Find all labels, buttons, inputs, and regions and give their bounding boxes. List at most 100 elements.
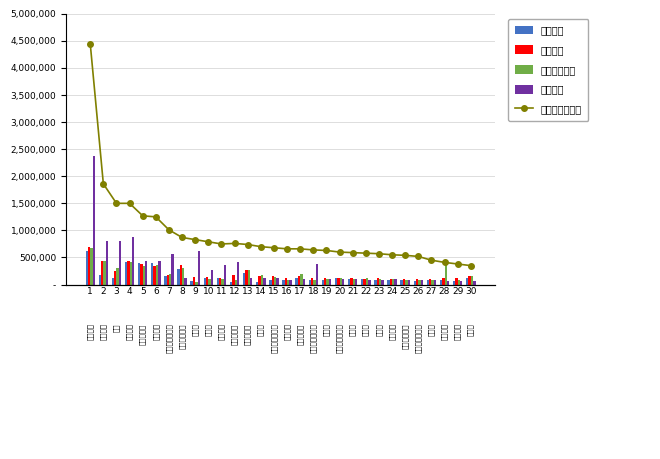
브랜드평판지수	[362, 251, 370, 256]
Bar	[98, 275, 101, 285]
Bar	[119, 241, 121, 285]
Text: 테고사이언스: 테고사이언스	[402, 324, 409, 349]
Bar	[302, 279, 305, 285]
Bar	[298, 276, 300, 285]
Bar	[327, 279, 329, 285]
브랜드평판지수	[375, 251, 383, 257]
Bar	[92, 156, 95, 285]
Text: 헬릭스미스: 헬릭스미스	[231, 324, 238, 345]
Bar	[473, 281, 475, 285]
Text: 코아스텔레젠인: 코아스텔레젠인	[310, 324, 317, 353]
Bar	[195, 282, 197, 285]
Bar	[321, 280, 324, 285]
Bar	[466, 278, 469, 285]
브랜드평판지수	[244, 242, 251, 247]
Bar	[277, 278, 279, 285]
Text: 싸이토젠: 싸이토젠	[454, 324, 461, 341]
Bar	[352, 279, 355, 285]
Bar	[290, 280, 292, 285]
Text: 오스코텍: 오스코텍	[218, 324, 225, 341]
브랜드평판지수	[112, 201, 120, 206]
Text: 아미코젠: 아미코젠	[284, 324, 290, 341]
Bar	[339, 278, 342, 285]
Bar	[232, 275, 234, 285]
Text: 바이오다아: 바이오다아	[139, 324, 146, 345]
Bar	[234, 280, 237, 285]
Bar	[420, 280, 423, 285]
Bar	[471, 276, 473, 285]
Bar	[261, 275, 263, 285]
Bar	[395, 279, 397, 285]
Bar	[203, 278, 206, 285]
브랜드평판지수	[283, 246, 291, 252]
Bar	[129, 262, 132, 285]
Bar	[230, 282, 232, 285]
Bar	[101, 261, 104, 285]
Bar	[392, 279, 395, 285]
브랜드평판지수	[178, 235, 186, 240]
Bar	[209, 279, 211, 285]
Text: 유바이오로직스: 유바이오로직스	[271, 324, 277, 353]
Bar	[224, 264, 226, 285]
Text: 유틸렉스: 유틸렉스	[442, 324, 448, 341]
Bar	[169, 274, 172, 285]
Bar	[206, 277, 209, 285]
Text: 앱티스: 앱티스	[257, 324, 264, 336]
Bar	[106, 241, 108, 285]
Bar	[141, 264, 143, 285]
Bar	[104, 261, 106, 285]
Bar	[237, 262, 240, 285]
Bar	[381, 280, 383, 285]
Bar	[154, 266, 156, 285]
Bar	[256, 282, 259, 285]
브랜드평판지수	[335, 249, 343, 255]
Bar	[164, 276, 166, 285]
Text: 아이진: 아이진	[467, 324, 474, 336]
브랜드평판지수	[100, 181, 108, 187]
브랜드평판지수	[257, 244, 265, 249]
Bar	[274, 277, 277, 285]
Bar	[250, 278, 252, 285]
Bar	[329, 279, 331, 285]
브랜드평판지수	[401, 252, 409, 258]
Text: 셀리드: 셀리드	[428, 324, 435, 336]
Bar	[216, 278, 219, 285]
Bar	[88, 246, 90, 285]
Bar	[143, 266, 145, 285]
브랜드평판지수	[230, 241, 238, 246]
Bar	[374, 280, 377, 285]
Bar	[114, 271, 116, 285]
Text: 휴젠: 휴젠	[113, 324, 119, 332]
Bar	[379, 279, 381, 285]
Bar	[442, 278, 445, 285]
Bar	[132, 237, 135, 285]
Bar	[407, 280, 410, 285]
Text: 알테오젠: 알테오젠	[87, 324, 94, 341]
Legend: 줄여지수, 소통지수, 커뮤니티지수, 시장지수, 브랜드평판지수: 줄여지수, 소통지수, 커뮤니티지수, 시장지수, 브랜드평판지수	[508, 19, 589, 121]
브랜드평판지수	[467, 263, 475, 269]
Bar	[387, 280, 389, 285]
Bar	[269, 280, 271, 285]
Bar	[414, 281, 416, 285]
Bar	[418, 280, 420, 285]
브랜드평판지수	[205, 239, 213, 245]
Bar	[314, 280, 315, 285]
브랜드평판지수	[165, 227, 173, 233]
Bar	[243, 273, 246, 285]
Bar	[366, 278, 368, 285]
Text: 티앤람바이오랩: 티앤람바이오랩	[415, 324, 422, 353]
Bar	[405, 280, 407, 285]
Bar	[361, 279, 364, 285]
Bar	[248, 270, 250, 285]
Bar	[112, 278, 114, 285]
Bar	[355, 279, 358, 285]
Text: 메디톡스: 메디톡스	[100, 324, 107, 341]
브랜드평판지수	[453, 261, 461, 267]
브랜드평판지수	[191, 237, 199, 242]
Bar	[429, 279, 432, 285]
Bar	[350, 278, 352, 285]
Text: 셀바리: 셀바리	[362, 324, 369, 336]
Bar	[197, 251, 200, 285]
Bar	[193, 277, 195, 285]
Bar	[271, 276, 274, 285]
